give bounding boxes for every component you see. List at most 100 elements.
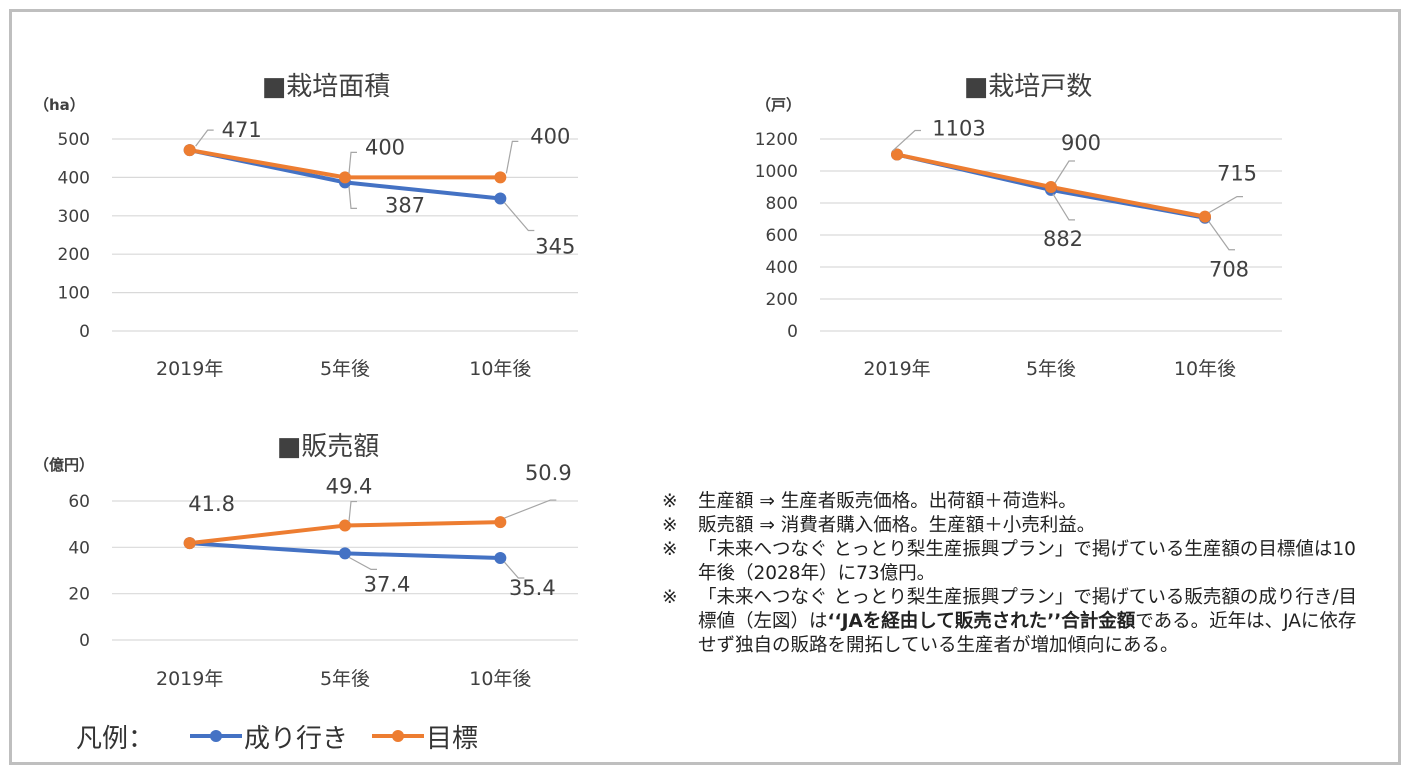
sales-amount-x-tick-label: 10年後: [469, 668, 531, 690]
sales-amount-leader-line: [504, 499, 557, 519]
grower-count-data-label-actual: 882: [1043, 227, 1083, 251]
grower-count-data-label-target: 1103: [932, 117, 985, 141]
cultivation-area-y-tick-label: 0: [79, 322, 90, 342]
note-item: ※ 生産額 ⇒ 生産者販売価格。出荷額＋荷造料。: [662, 490, 1362, 514]
note-item: ※ 「未来へつなぐ とっとり梨生産振興プラン」で掲げている販売額の成り行き/目標値…: [662, 586, 1362, 658]
grower-count-data-label-target: 900: [1061, 131, 1101, 155]
legend-item-actual: 成り行き: [188, 718, 348, 755]
cultivation-area-y-tick-label: 400: [58, 168, 90, 188]
sales-amount-data-label-target: 49.4: [326, 475, 373, 499]
note-mark: ※: [662, 539, 678, 560]
sales-amount-point-target: [183, 537, 196, 550]
grower-count-y-tick-label: 200: [766, 290, 798, 310]
cultivation-area-unit-label: （ha）: [34, 96, 85, 114]
legend-marker-actual: [210, 730, 223, 742]
note-fragment: である。近年は、JAに依存せず独自の販路を開拓している生産者が増加傾向にある。: [698, 611, 1357, 656]
cultivation-area-data-label-actual: 345: [535, 235, 575, 259]
cultivation-area-leader-line: [348, 186, 357, 209]
grower-count-leader-line: [1052, 193, 1075, 221]
sales-amount-data-label-actual: 37.4: [364, 572, 411, 596]
sales-amount-point-target: [494, 516, 507, 529]
cultivation-area-x-tick-label: 10年後: [469, 358, 531, 380]
cultivation-area-leader-line: [195, 129, 214, 147]
grower-count-leader-line: [1208, 221, 1235, 251]
sales-amount-point-actual: [494, 551, 507, 564]
note-text: 販売額 ⇒ 消費者購入価格。生産額＋小売利益。: [698, 514, 1362, 538]
legend-item-target: 目標: [370, 718, 478, 755]
grower-count-data-label-target: 715: [1217, 162, 1257, 186]
sales-amount-unit-label: （億円）: [34, 456, 94, 474]
cultivation-area-point-target: [494, 171, 507, 184]
legend-line-icon-target: [372, 730, 425, 742]
cultivation-area-x-tick-label: 5年後: [320, 358, 370, 380]
grower-count-x-tick-label: 2019年: [863, 358, 930, 380]
sales-amount-x-tick-label: 2019年: [156, 668, 223, 690]
note-mark: ※: [662, 491, 678, 512]
grower-count-data-label-actual: 708: [1209, 258, 1249, 282]
legend-line-icon-actual: [190, 730, 243, 742]
grower-count-leader-line: [892, 129, 921, 151]
cultivation-area-data-label-target: 400: [530, 124, 570, 148]
legend-label-target: 目標: [426, 723, 479, 754]
cultivation-area-y-tick-label: 100: [58, 284, 90, 304]
grower-count-point-target: [1199, 210, 1211, 223]
sales-amount-y-tick-label: 60: [68, 492, 90, 512]
grower-count-y-tick-label: 800: [766, 194, 798, 214]
cultivation-area-x-tick-label: 2019年: [156, 358, 223, 380]
cultivation-area-y-tick-label: 500: [58, 130, 90, 150]
note-item: ※ 「未来へつなぐ とっとり梨生産振興プラン」で掲げている生産額の目標値は10年後…: [662, 538, 1362, 586]
grower-count-y-tick-label: 600: [766, 226, 798, 246]
note-text: 「未来へつなぐ とっとり梨生産振興プラン」で掲げている生産額の目標値は10年後（…: [698, 538, 1362, 586]
cultivation-area-leader-line: [503, 202, 535, 232]
grower-count-y-tick-label: 1200: [755, 130, 798, 150]
sales-amount-point-target: [339, 519, 351, 532]
sales-amount-y-tick-label: 0: [79, 631, 90, 651]
note-text: 「未来へつなぐ とっとり梨生産振興プラン」で掲げている販売額の成り行き/目標値（…: [698, 586, 1362, 658]
figure-frame: [9, 9, 1401, 765]
cultivation-area-y-tick-label: 300: [58, 207, 90, 227]
grower-count-x-tick-label: 10年後: [1174, 358, 1236, 380]
legend-title: 凡例：: [76, 723, 155, 754]
cultivation-area-data-label-actual: 387: [385, 193, 425, 217]
sales-amount-leader-line: [348, 556, 377, 570]
grower-count-point-target: [891, 148, 903, 161]
grower-count-title: ■栽培戸数: [964, 72, 1093, 102]
grower-count-y-tick-label: 400: [766, 258, 798, 278]
sales-amount-x-tick-label: 5年後: [320, 668, 370, 690]
cultivation-area-title: ■栽培面積: [262, 72, 391, 102]
cultivation-area-data-label-target: 471: [222, 118, 262, 142]
notes-panel: ※ 生産額 ⇒ 生産者販売価格。出荷額＋荷造料。 ※ 販売額 ⇒ 消費者購入価格。生産…: [662, 490, 1362, 658]
sales-amount-data-label-target: 41.8: [188, 492, 235, 516]
sales-amount-y-tick-label: 40: [68, 538, 90, 558]
note-mark: ※: [662, 515, 678, 536]
grower-count-y-tick-label: 0: [787, 322, 798, 342]
note-mark: ※: [662, 587, 678, 608]
legend-label-actual: 成り行き: [244, 723, 349, 754]
grower-count-unit-label: （戸）: [756, 96, 801, 114]
grower-count-point-target: [1045, 181, 1057, 193]
cultivation-area-y-tick-label: 200: [58, 245, 90, 265]
sales-amount-data-label-target: 50.9: [525, 461, 572, 485]
cultivation-area-point-target: [339, 171, 351, 184]
cultivation-area-leader-line: [505, 140, 519, 174]
note-fragment: 販売額 ⇒ 消費者購入価格。生産額＋小売利益。: [698, 515, 1096, 536]
sales-amount-data-label-actual: 35.4: [509, 576, 556, 600]
legend: 凡例： 成り行き 目標: [76, 716, 500, 756]
note-fragment: 「未来へつなぐ とっとり梨生産振興プラン」で掲げている生産額の目標値は10年後（…: [698, 539, 1356, 584]
note-fragment: 生産額 ⇒ 生産者販売価格。出荷額＋荷造料。: [698, 491, 1077, 512]
grower-count-y-tick-label: 1000: [755, 162, 798, 182]
cultivation-area-point-target: [183, 144, 196, 157]
grower-count-x-tick-label: 5年後: [1026, 358, 1076, 380]
sales-amount-leader-line: [348, 500, 357, 522]
note-emphasis: ‘‘JAを経由して販売された’’合計金額: [827, 611, 1136, 632]
note-item: ※ 販売額 ⇒ 消費者購入価格。生産額＋小売利益。: [662, 514, 1362, 538]
sales-amount-leader-line: [503, 561, 525, 579]
cultivation-area-point-actual: [494, 192, 507, 205]
grower-count-leader-line: [1054, 160, 1075, 184]
legend-marker-target: [392, 730, 405, 742]
cultivation-area-data-label-target: 400: [365, 135, 405, 159]
sales-amount-title: ■販売額: [277, 432, 380, 462]
grower-count-leader-line: [1208, 196, 1243, 214]
cultivation-area-leader-line: [348, 151, 357, 174]
